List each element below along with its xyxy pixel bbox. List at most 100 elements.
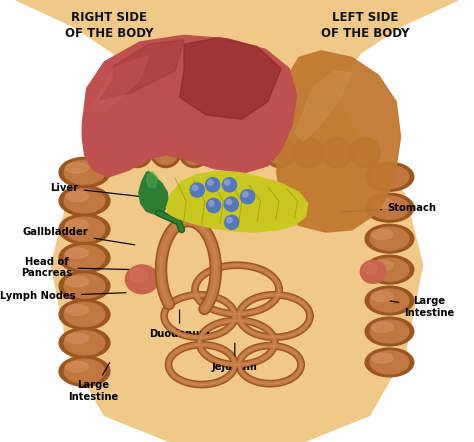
Ellipse shape xyxy=(268,143,282,153)
Ellipse shape xyxy=(297,143,310,153)
Polygon shape xyxy=(294,71,352,141)
Text: Jejunum: Jejunum xyxy=(212,343,258,372)
Ellipse shape xyxy=(59,157,110,187)
Polygon shape xyxy=(180,38,281,119)
Ellipse shape xyxy=(240,143,254,153)
Ellipse shape xyxy=(353,141,377,164)
Circle shape xyxy=(225,215,239,229)
Text: RIGHT SIDE
OF THE BODY: RIGHT SIDE OF THE BODY xyxy=(64,11,153,39)
Ellipse shape xyxy=(65,163,88,173)
Ellipse shape xyxy=(370,289,409,312)
Circle shape xyxy=(207,198,220,213)
Circle shape xyxy=(227,199,232,205)
Ellipse shape xyxy=(365,224,414,253)
Polygon shape xyxy=(100,40,184,99)
Ellipse shape xyxy=(293,137,323,168)
Text: LEFT SIDE
OF THE BODY: LEFT SIDE OF THE BODY xyxy=(321,11,410,39)
Ellipse shape xyxy=(125,141,149,164)
Ellipse shape xyxy=(370,165,409,188)
Ellipse shape xyxy=(371,322,393,332)
Ellipse shape xyxy=(65,333,88,343)
Ellipse shape xyxy=(179,137,210,168)
Ellipse shape xyxy=(65,276,88,287)
Ellipse shape xyxy=(322,137,352,168)
Ellipse shape xyxy=(59,328,110,358)
Ellipse shape xyxy=(211,141,235,164)
Ellipse shape xyxy=(365,193,414,222)
Ellipse shape xyxy=(364,263,377,274)
Ellipse shape xyxy=(65,191,88,202)
Polygon shape xyxy=(93,55,149,113)
Ellipse shape xyxy=(239,141,263,164)
Circle shape xyxy=(243,192,248,197)
Polygon shape xyxy=(166,171,308,232)
Text: Head of
Pancreas: Head of Pancreas xyxy=(21,257,130,278)
Circle shape xyxy=(225,180,230,185)
Ellipse shape xyxy=(360,260,386,283)
Circle shape xyxy=(224,197,238,211)
Ellipse shape xyxy=(354,143,367,153)
Ellipse shape xyxy=(371,229,393,240)
Circle shape xyxy=(206,178,220,192)
Ellipse shape xyxy=(370,351,409,374)
Ellipse shape xyxy=(59,243,110,273)
Ellipse shape xyxy=(183,143,197,153)
Ellipse shape xyxy=(98,143,111,153)
Polygon shape xyxy=(146,171,157,188)
Ellipse shape xyxy=(64,217,105,241)
Ellipse shape xyxy=(65,362,88,372)
Polygon shape xyxy=(277,51,401,232)
Ellipse shape xyxy=(155,143,168,153)
Ellipse shape xyxy=(126,143,139,153)
Ellipse shape xyxy=(59,271,110,301)
Ellipse shape xyxy=(211,143,225,153)
Ellipse shape xyxy=(326,143,339,153)
Ellipse shape xyxy=(64,189,105,213)
Polygon shape xyxy=(16,0,458,442)
Ellipse shape xyxy=(365,162,414,191)
Text: Liver: Liver xyxy=(51,183,139,196)
Ellipse shape xyxy=(370,258,409,281)
Ellipse shape xyxy=(350,137,380,168)
Text: Duodenum: Duodenum xyxy=(149,310,210,339)
Circle shape xyxy=(208,180,213,185)
Ellipse shape xyxy=(65,219,88,230)
Circle shape xyxy=(240,190,255,204)
Circle shape xyxy=(192,185,198,191)
Ellipse shape xyxy=(370,320,409,343)
Ellipse shape xyxy=(130,268,148,282)
Ellipse shape xyxy=(268,141,292,164)
Polygon shape xyxy=(82,35,297,177)
Ellipse shape xyxy=(151,137,181,168)
Ellipse shape xyxy=(122,137,152,168)
Ellipse shape xyxy=(264,137,295,168)
Ellipse shape xyxy=(365,286,414,315)
Ellipse shape xyxy=(64,302,105,327)
Polygon shape xyxy=(139,171,168,214)
Ellipse shape xyxy=(126,265,158,293)
Ellipse shape xyxy=(59,214,110,244)
Ellipse shape xyxy=(208,137,238,168)
Ellipse shape xyxy=(365,317,414,346)
Ellipse shape xyxy=(65,248,88,259)
Ellipse shape xyxy=(296,141,320,164)
Ellipse shape xyxy=(236,137,266,168)
Text: Large
Intestine: Large Intestine xyxy=(390,297,455,318)
Ellipse shape xyxy=(59,299,110,329)
Ellipse shape xyxy=(94,137,124,168)
Ellipse shape xyxy=(64,246,105,270)
Ellipse shape xyxy=(371,168,393,178)
Ellipse shape xyxy=(154,141,178,164)
Ellipse shape xyxy=(64,331,105,355)
Ellipse shape xyxy=(371,198,393,209)
Ellipse shape xyxy=(65,305,88,315)
Ellipse shape xyxy=(365,255,414,284)
Ellipse shape xyxy=(371,291,393,301)
Ellipse shape xyxy=(64,160,105,184)
Ellipse shape xyxy=(59,186,110,216)
Ellipse shape xyxy=(365,348,414,377)
Ellipse shape xyxy=(370,196,409,219)
Text: Gallbladder: Gallbladder xyxy=(23,227,135,245)
Circle shape xyxy=(222,178,237,192)
Ellipse shape xyxy=(182,141,206,164)
